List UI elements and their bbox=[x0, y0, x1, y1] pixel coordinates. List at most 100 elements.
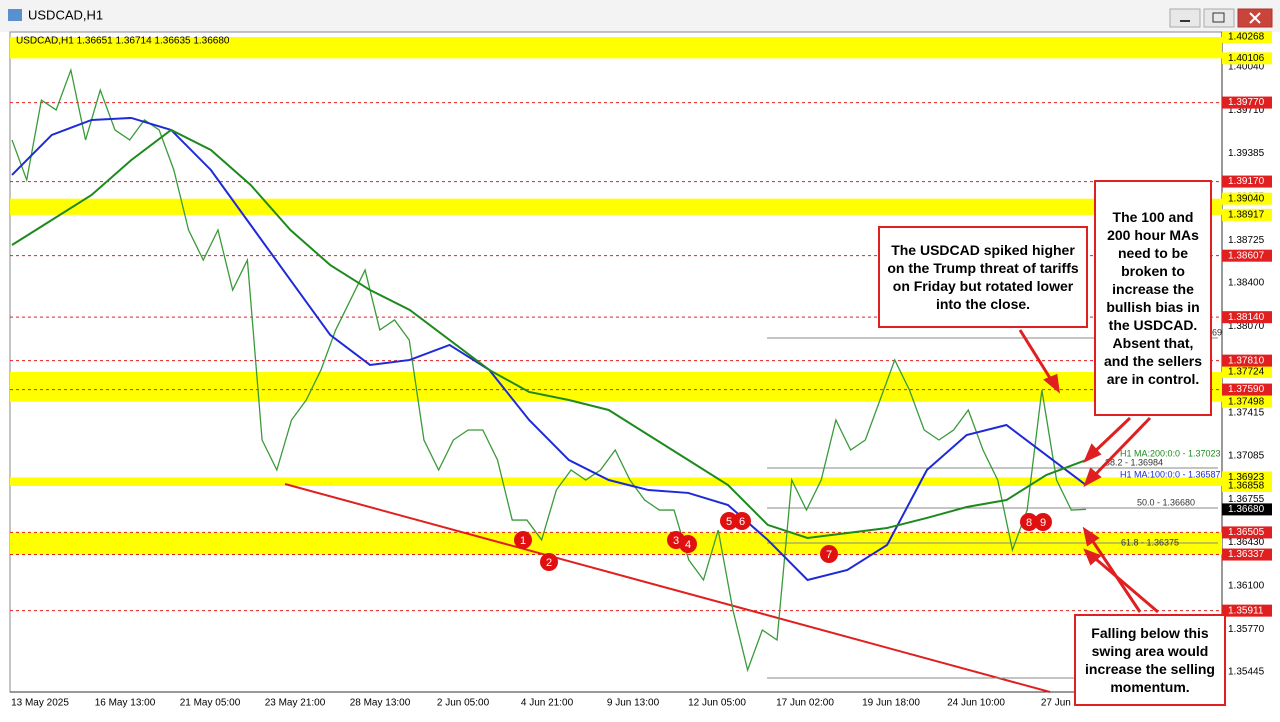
price-label: 1.37085 bbox=[1228, 451, 1265, 462]
fib-label: 50.0 - 1.36680 bbox=[1137, 497, 1195, 507]
price-label: 1.35445 bbox=[1228, 667, 1265, 678]
price-label: 1.40040 bbox=[1228, 62, 1265, 73]
band-label: 1.36858 bbox=[1228, 481, 1265, 492]
swing-marker bbox=[514, 531, 532, 549]
price-label: 1.36100 bbox=[1228, 580, 1265, 591]
date-label: 28 May 13:00 bbox=[350, 698, 411, 709]
swing-marker-label: 6 bbox=[739, 516, 745, 528]
level-label-bg bbox=[1222, 604, 1272, 617]
fib-label: 69 bbox=[1212, 327, 1222, 337]
swing-marker-label: 1 bbox=[520, 535, 526, 547]
trend-line bbox=[284, 483, 1051, 693]
level-label: 1.37810 bbox=[1228, 355, 1265, 366]
price-label: 1.39710 bbox=[1228, 105, 1265, 116]
swing-marker-label: 7 bbox=[826, 549, 832, 561]
date-label: 16 May 13:00 bbox=[95, 698, 156, 709]
band-label-bg bbox=[1222, 52, 1272, 65]
price-line bbox=[11, 128, 1087, 539]
level-label-bg bbox=[1222, 96, 1272, 109]
plot-area bbox=[9, 31, 1223, 693]
arrows bbox=[1018, 329, 1159, 614]
swing-marker-label: 4 bbox=[685, 539, 691, 551]
support-band bbox=[10, 37, 1222, 59]
maximize-button[interactable] bbox=[1203, 8, 1235, 28]
band-label: 1.39040 bbox=[1228, 193, 1265, 204]
header: USDCAD,H1 1.36651 1.36714 1.36635 1.3668… bbox=[16, 36, 230, 47]
window-title: USDCAD,H1 bbox=[28, 7, 103, 22]
fib-label: 38.2 - 1.36984 bbox=[1105, 457, 1163, 467]
app-icon bbox=[8, 9, 22, 21]
date-label: 13 May 2025 bbox=[11, 698, 69, 709]
level-label: 1.39170 bbox=[1228, 176, 1265, 187]
band-label: 1.37724 bbox=[1228, 367, 1265, 378]
level-label: 1.38607 bbox=[1228, 250, 1265, 261]
date-label: 27 Jun 0 bbox=[1041, 698, 1080, 709]
price-label: 1.37415 bbox=[1228, 407, 1265, 418]
annotation: The 100 and 200 hour MAs need to be brok… bbox=[1094, 180, 1212, 416]
swing-marker bbox=[679, 535, 697, 553]
band-label: 1.40106 bbox=[1228, 53, 1265, 64]
level-label-bg bbox=[1222, 175, 1272, 188]
level-label-bg bbox=[1222, 548, 1272, 561]
date-label: 17 Jun 02:00 bbox=[776, 698, 834, 709]
current-price: 1.36680 bbox=[1228, 504, 1265, 515]
minimize-button[interactable] bbox=[1169, 8, 1201, 28]
level-label: 1.36505 bbox=[1228, 527, 1265, 538]
annotation: Falling below this swing area would incr… bbox=[1074, 614, 1226, 706]
band-label-bg bbox=[1222, 395, 1272, 408]
price-label: 1.39385 bbox=[1228, 148, 1265, 159]
ma-label: H1 MA:200:0:0 - 1.37023 bbox=[1120, 448, 1221, 458]
support-band bbox=[10, 198, 1222, 215]
swing-marker-label: 3 bbox=[673, 535, 679, 547]
band-label: 1.38917 bbox=[1228, 210, 1265, 221]
band-label-bg bbox=[1222, 192, 1272, 205]
current-price-bg bbox=[1222, 503, 1272, 516]
annotation: The USDCAD spiked higher on the Trump th… bbox=[878, 226, 1088, 328]
support-band bbox=[10, 532, 1222, 555]
level-label: 1.39770 bbox=[1228, 97, 1265, 108]
ma-label: H1 MA:100:0:0 - 1.36587 bbox=[1120, 469, 1221, 479]
swing-marker-label: 8 bbox=[1026, 517, 1032, 529]
price-label: 1.38400 bbox=[1228, 278, 1265, 289]
level-label-bg bbox=[1222, 383, 1272, 396]
band-label-bg bbox=[1222, 208, 1272, 221]
date-label: 21 May 05:00 bbox=[180, 698, 241, 709]
date-label: 12 Jun 05:00 bbox=[688, 698, 746, 709]
date-label: 2 Jun 05:00 bbox=[437, 698, 490, 709]
swing-marker bbox=[733, 512, 751, 530]
band-label: 1.37498 bbox=[1228, 396, 1265, 407]
swing-marker-label: 2 bbox=[546, 557, 552, 569]
date-label: 9 Jun 13:00 bbox=[607, 698, 660, 709]
swing-marker bbox=[820, 545, 838, 563]
level-label: 1.36337 bbox=[1228, 549, 1265, 560]
swing-marker bbox=[1020, 513, 1038, 531]
swing-marker-label: 5 bbox=[726, 516, 732, 528]
date-label: 23 May 21:00 bbox=[265, 698, 326, 709]
fib-label: 61.8 - 1.36375 bbox=[1121, 537, 1179, 547]
level-label-bg bbox=[1222, 354, 1272, 367]
price-label: 1.38725 bbox=[1228, 235, 1265, 246]
price-line bbox=[11, 116, 1087, 582]
date-label: 19 Jun 18:00 bbox=[862, 698, 920, 709]
title-bar bbox=[0, 0, 1280, 32]
band-label: 1.36923 bbox=[1228, 472, 1265, 483]
band-label: 1.40268 bbox=[1228, 32, 1265, 43]
price-line bbox=[11, 67, 1087, 673]
level-label-bg bbox=[1222, 249, 1272, 262]
price-label: 1.36430 bbox=[1228, 537, 1265, 548]
level-label: 1.35911 bbox=[1228, 605, 1264, 616]
price-label: 1.38070 bbox=[1228, 321, 1265, 332]
level-label-bg bbox=[1222, 526, 1272, 539]
swing-marker bbox=[540, 553, 558, 571]
support-band bbox=[10, 371, 1222, 402]
level-label-bg bbox=[1222, 311, 1272, 324]
swing-marker bbox=[720, 512, 738, 530]
swing-marker bbox=[1034, 513, 1052, 531]
date-label: 24 Jun 10:00 bbox=[947, 698, 1005, 709]
level-label: 1.37590 bbox=[1228, 384, 1265, 395]
band-label-bg bbox=[1222, 31, 1272, 44]
swing-marker-label: 9 bbox=[1040, 517, 1046, 529]
date-label: 4 Jun 21:00 bbox=[521, 698, 574, 709]
